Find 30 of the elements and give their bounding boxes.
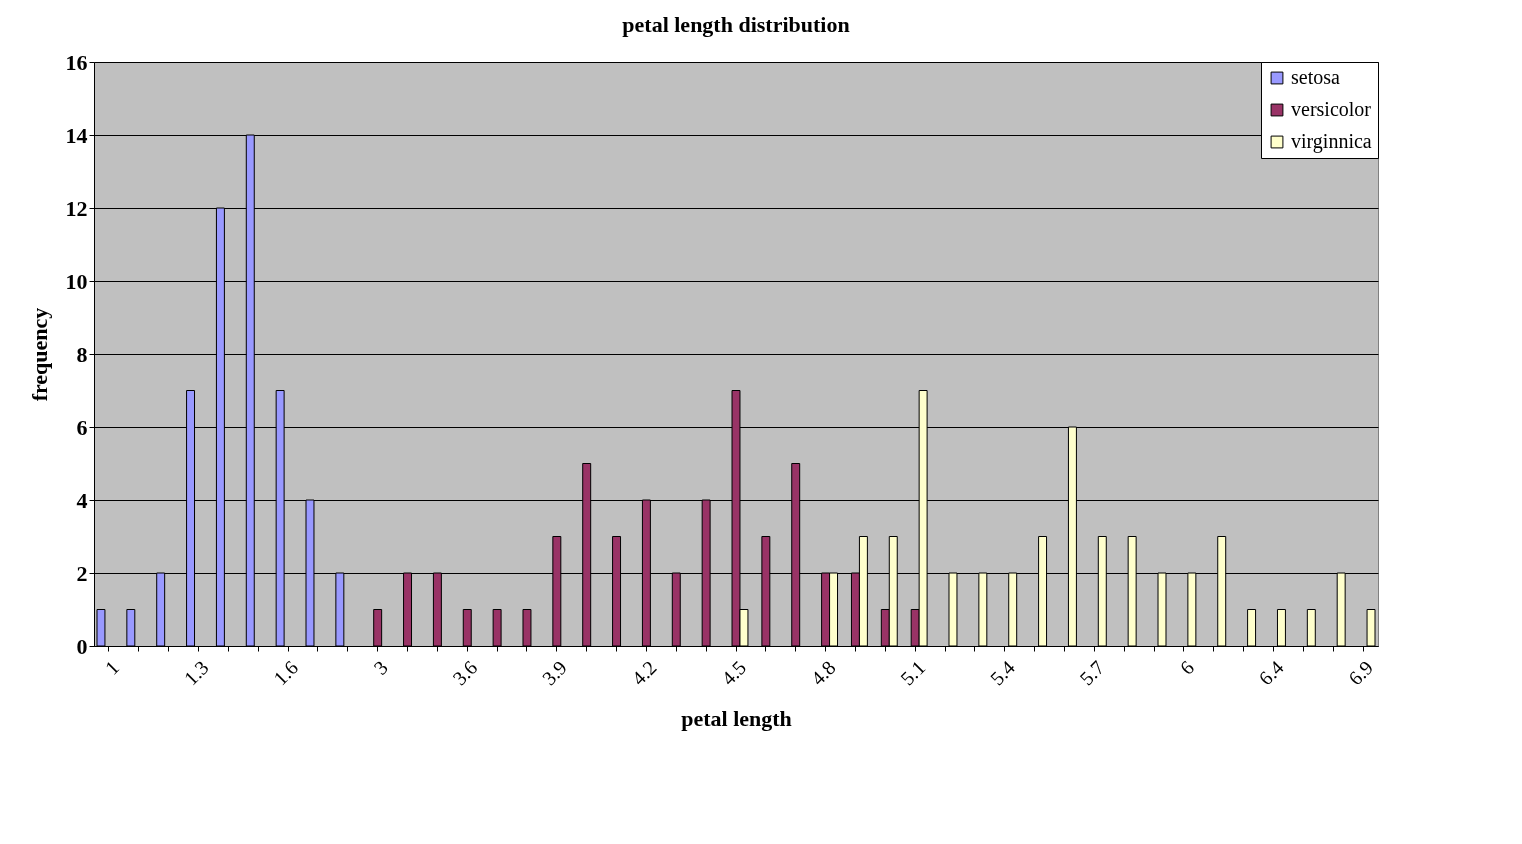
x-tick-label: 5.7 <box>1075 656 1109 690</box>
x-axis-title: petal length <box>681 706 792 732</box>
x-tick-label: 3.9 <box>537 656 571 690</box>
x-tick-label: 5.4 <box>985 656 1019 690</box>
x-tick-label: 5.1 <box>896 656 930 690</box>
legend-label: virginnica <box>1291 130 1372 153</box>
legend-label: versicolor <box>1291 98 1372 120</box>
x-tick-label: 4.8 <box>806 656 840 690</box>
x-tick-label: 1 <box>100 656 124 679</box>
legend-label: setosa <box>1291 66 1340 88</box>
x-tick-label: 3 <box>369 656 392 679</box>
x-tick-label: 3.6 <box>448 656 482 690</box>
y-tick-label: 12 <box>65 195 88 221</box>
y-tick-label: 2 <box>76 560 88 586</box>
x-tick-label: 1.6 <box>269 656 303 690</box>
chart-title: petal length distribution <box>622 12 850 37</box>
x-tick-label: 4.2 <box>627 656 661 690</box>
y-tick-label: 10 <box>65 268 88 294</box>
y-axis-title: frequency <box>26 307 52 402</box>
x-tick-label: 6.9 <box>1343 656 1378 690</box>
y-tick-label: 14 <box>65 122 88 148</box>
y-tick-label: 6 <box>76 414 88 440</box>
y-tick-label: 16 <box>65 49 88 75</box>
y-tick-label: 0 <box>76 633 88 659</box>
x-tick-label: 6.4 <box>1254 656 1288 690</box>
y-tick-label: 4 <box>76 487 88 513</box>
x-tick-label: 4.5 <box>716 656 751 690</box>
x-tick-label: 1.3 <box>179 656 213 690</box>
x-tick-label: 6 <box>1175 656 1199 679</box>
y-tick-label: 8 <box>76 341 88 367</box>
